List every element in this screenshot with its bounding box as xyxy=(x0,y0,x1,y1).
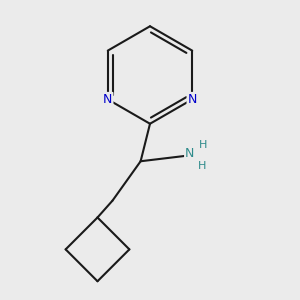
Text: N: N xyxy=(103,93,112,106)
Text: N: N xyxy=(185,147,194,160)
Text: N: N xyxy=(188,93,197,106)
Text: H: H xyxy=(198,161,206,171)
Text: H: H xyxy=(199,140,207,150)
